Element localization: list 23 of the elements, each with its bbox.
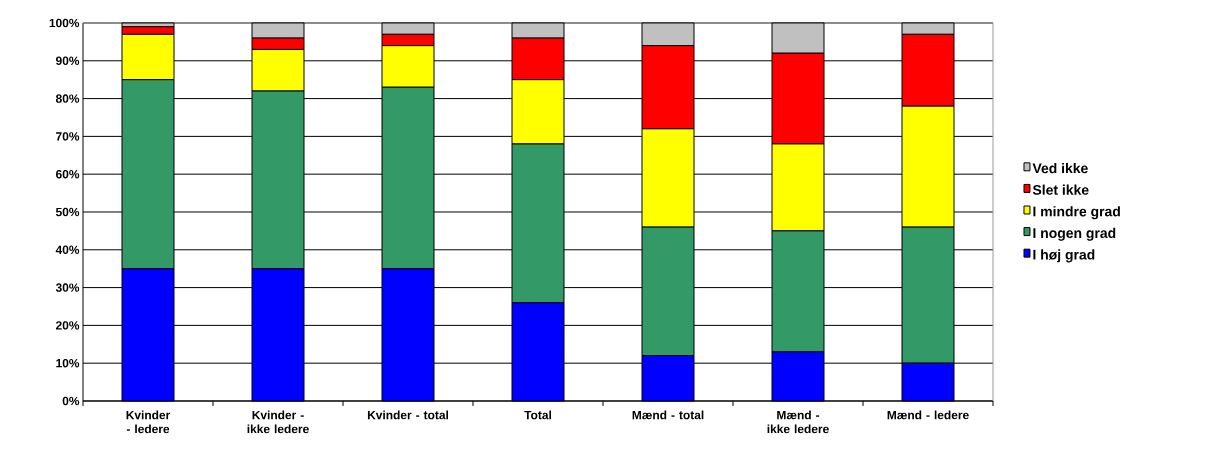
x-tick-label: Kvinder - total bbox=[367, 410, 448, 420]
y-tick-label: 100% bbox=[49, 18, 80, 28]
y-tick-label: 10% bbox=[56, 358, 80, 368]
legend-label: I høj grad bbox=[1033, 249, 1095, 263]
x-tick-label: Mænd - ledere bbox=[887, 410, 969, 420]
legend-label: Ved ikke bbox=[1032, 163, 1088, 174]
legend-label: Slet ikke bbox=[1032, 184, 1089, 195]
legend-label: I nogen grad bbox=[1033, 227, 1116, 241]
y-tick-label: 50% bbox=[55, 207, 80, 217]
x-tick-label: Kvinder - ikke ledere bbox=[247, 410, 309, 434]
x-tick-label: Total bbox=[524, 410, 551, 420]
x-tick-label: Kvinder - ledere bbox=[126, 410, 171, 434]
y-tick-label: 40% bbox=[55, 245, 80, 255]
y-tick-label: 80% bbox=[55, 94, 80, 103]
y-tick-label: 30% bbox=[55, 283, 80, 292]
legend-label: I mindre grad bbox=[1033, 206, 1120, 220]
y-tick-label: 70% bbox=[56, 132, 80, 141]
y-tick-label: 90% bbox=[55, 56, 80, 66]
x-tick-label: Mænd - ikke ledere bbox=[767, 410, 829, 434]
y-tick-label: 20% bbox=[55, 321, 80, 330]
y-tick-label: 0% bbox=[62, 396, 80, 406]
x-tick-label: Mænd - total bbox=[632, 410, 704, 420]
y-tick-label: 60% bbox=[56, 169, 80, 179]
